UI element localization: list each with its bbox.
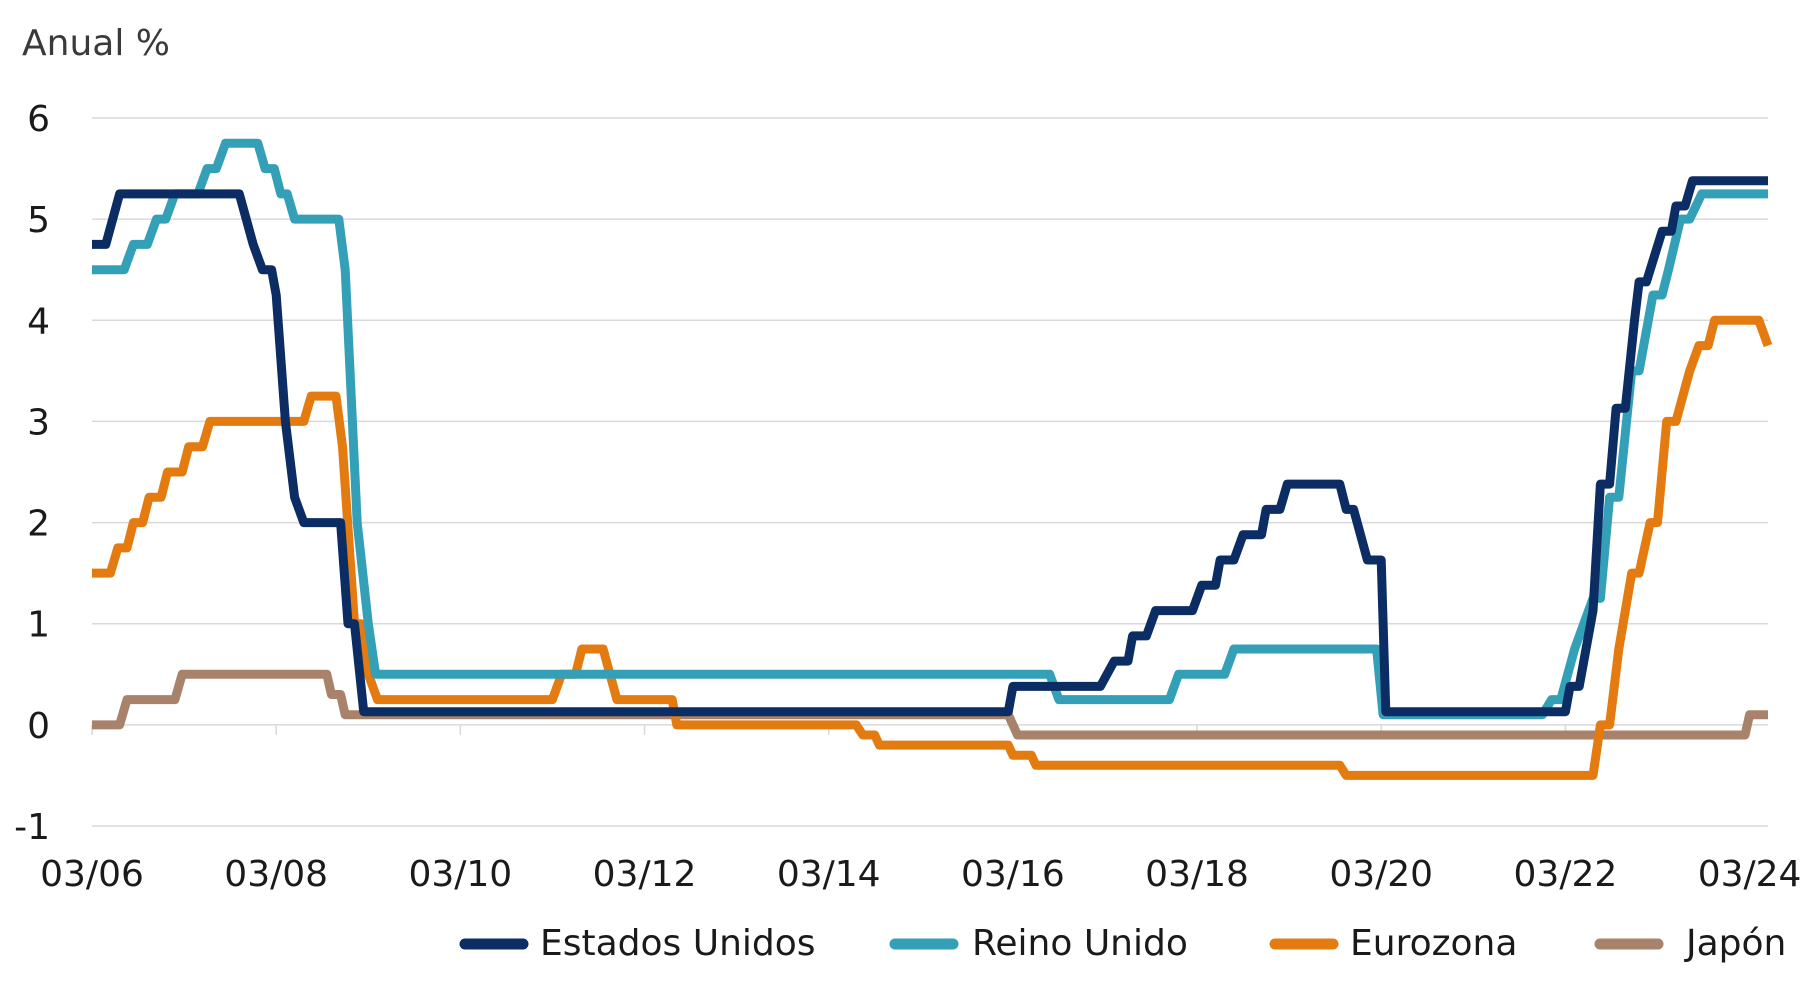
y-tick-label: 6 (27, 99, 50, 140)
legend-label: Japón (1684, 923, 1786, 964)
legend-label: Eurozona (1350, 923, 1517, 964)
x-tick-label: 03/20 (1329, 854, 1433, 895)
y-tick-label: 3 (27, 402, 50, 443)
legend: Estados Unidos Reino Unido Eurozona Japón (459, 923, 1786, 964)
y-tick-label: 0 (27, 706, 50, 747)
series-line-japón (92, 669, 1768, 740)
x-axis-tick-labels: 03/06 03/08 03/10 03/12 03/14 03/16 03/18 03/20… (40, 854, 1800, 895)
x-tick-label: 03/16 (961, 854, 1065, 895)
x-tick-label: 03/06 (40, 854, 144, 895)
series-line-eurozona (92, 315, 1773, 780)
x-tick-label: 03/22 (1514, 854, 1618, 895)
legend-label: Estados Unidos (540, 923, 816, 964)
y-axis-unit-label: Anual % (22, 23, 170, 64)
y-tick-label: 2 (27, 504, 50, 545)
y-axis-tick-labels: -1 0 1 2 3 4 5 6 (14, 99, 50, 848)
y-tick-label: 5 (27, 200, 50, 241)
legend-label: Reino Unido (972, 923, 1188, 964)
y-tick-label: -1 (14, 807, 50, 848)
x-tick-label: 03/14 (777, 854, 881, 895)
x-tick-label: 03/12 (593, 854, 697, 895)
x-tick-label: 03/10 (408, 854, 512, 895)
x-tick-label: 03/24 (1698, 854, 1800, 895)
x-tick-label: 03/18 (1145, 854, 1249, 895)
y-tick-label: 4 (27, 301, 50, 342)
series-line-estados-unidos (92, 176, 1768, 717)
data-series (92, 138, 1773, 780)
y-tick-label: 1 (27, 605, 50, 646)
x-tick-label: 03/08 (224, 854, 328, 895)
